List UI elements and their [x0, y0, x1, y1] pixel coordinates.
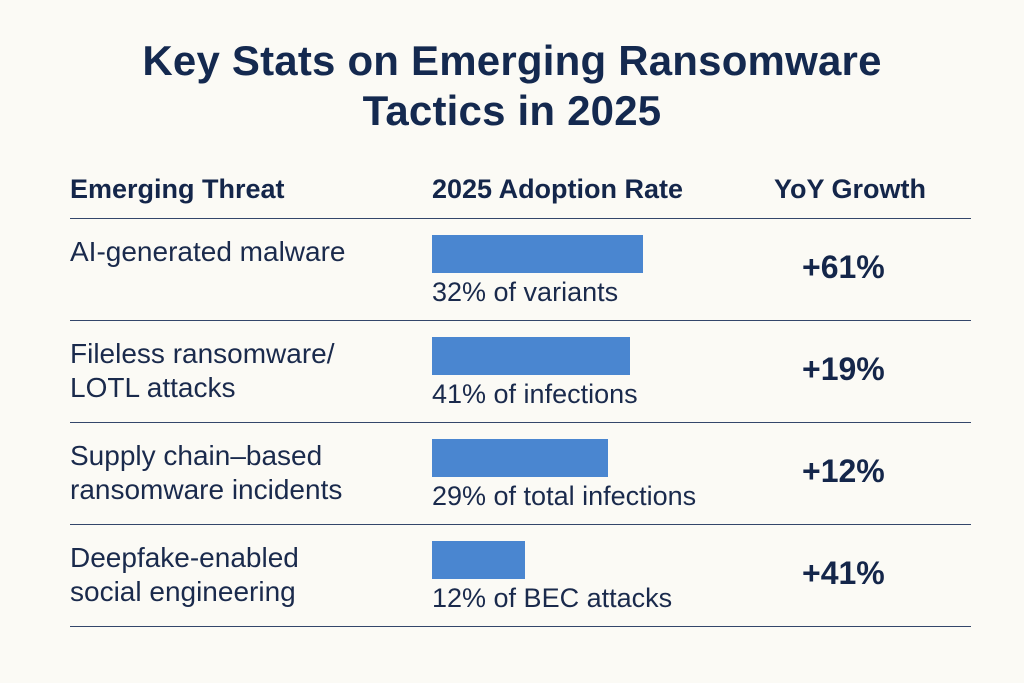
threat-label: Fileless ransomware/ LOTL attacks: [70, 337, 410, 405]
adoption-caption: 32% of variants: [432, 277, 619, 307]
adoption-caption: 12% of BEC attacks: [432, 583, 673, 613]
stats-table: Emerging Threat 2025 Adoption Rate YoY G…: [70, 160, 971, 627]
table-row: Fileless ransomware/ LOTL attacks 41% of…: [70, 321, 971, 423]
adoption-caption: 41% of infections: [432, 379, 638, 409]
table-row: AI-generated malware 32% of variants +61…: [70, 219, 971, 321]
header-yoy-growth: YoY Growth: [774, 174, 927, 204]
header-adoption-rate: 2025 Adoption Rate: [432, 174, 684, 204]
threat-label-line: AI-generated malware: [70, 236, 346, 267]
threat-label-line: Fileless ransomware/: [70, 338, 335, 369]
yoy-growth-value: +19%: [802, 351, 885, 387]
adoption-bar: [432, 439, 608, 477]
yoy-growth-value: +61%: [802, 249, 885, 285]
threat-label-line: ransomware incidents: [70, 474, 343, 505]
chart-title-line-1: Key Stats on Emerging Ransomware: [142, 37, 882, 84]
threat-label: Supply chain–based ransomware incidents: [70, 439, 410, 507]
adoption-caption: 29% of total infections: [432, 481, 697, 511]
threat-label: AI-generated malware: [70, 235, 410, 269]
adoption-bar: [432, 235, 643, 273]
adoption-bar: [432, 541, 525, 579]
adoption-bar: [432, 337, 630, 375]
yoy-growth-value: +12%: [802, 453, 885, 489]
threat-label-line: Deepfake-enabled: [70, 542, 299, 573]
table-row: Supply chain–based ransomware incidents …: [70, 423, 971, 525]
chart-title: Key Stats on Emerging Ransomware Tactics…: [0, 36, 1024, 136]
header-emerging-threat: Emerging Threat: [70, 174, 285, 204]
chart-title-line-2: Tactics in 2025: [362, 87, 662, 134]
yoy-growth-value: +41%: [802, 555, 885, 591]
threat-label-line: social engineering: [70, 576, 296, 607]
table-header: Emerging Threat 2025 Adoption Rate YoY G…: [70, 160, 971, 219]
threat-label-line: Supply chain–based: [70, 440, 323, 471]
threat-label-line: LOTL attacks: [70, 372, 236, 403]
threat-label: Deepfake-enabled social engineering: [70, 541, 410, 609]
table-row: Deepfake-enabled social engineering 12% …: [70, 525, 971, 627]
